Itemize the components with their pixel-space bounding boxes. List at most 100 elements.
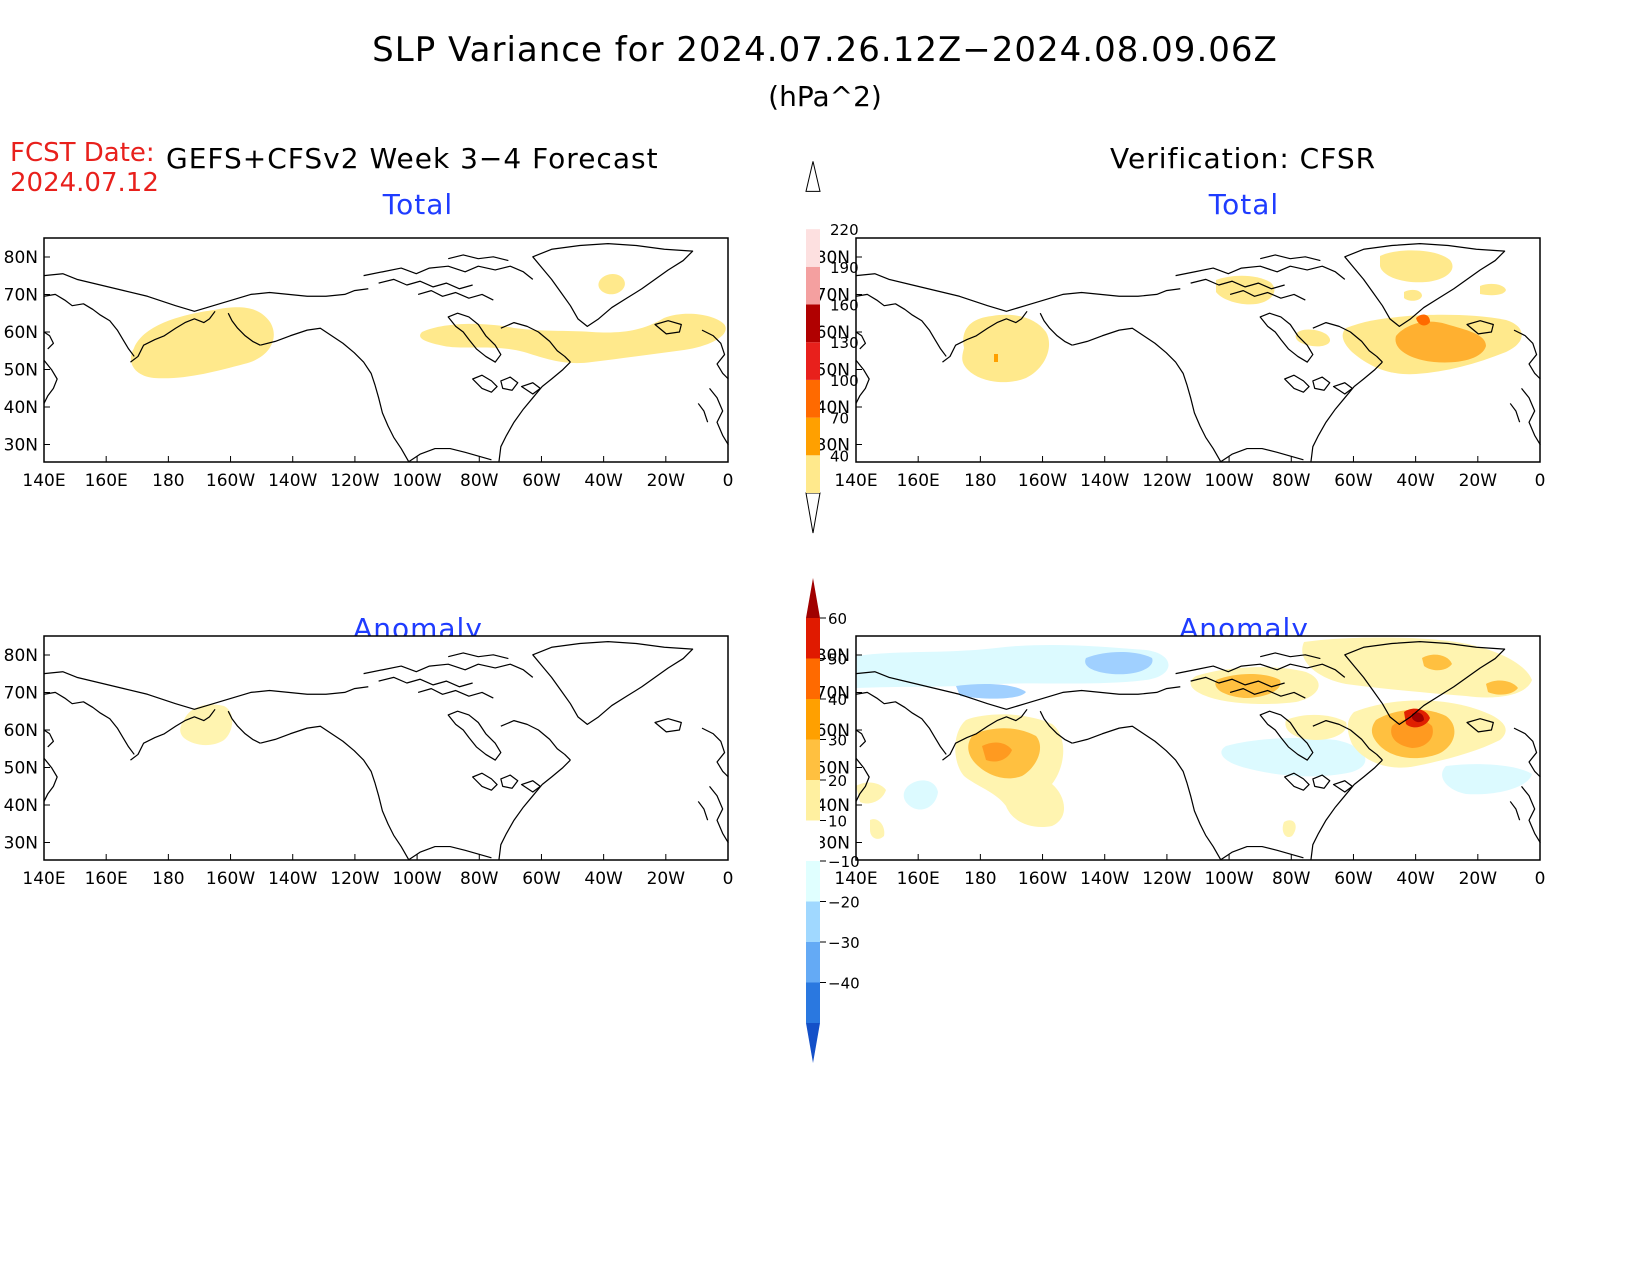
colorbar-swatch: [806, 901, 820, 942]
panel-frame: [43, 237, 729, 463]
shade-area: [856, 644, 1169, 688]
shade-area: [598, 274, 625, 295]
colorbar-label: −20: [828, 894, 860, 912]
shade-area: [1282, 820, 1296, 838]
colorbar-swatch: [806, 780, 820, 821]
panel-title-top-right: Total: [1208, 188, 1280, 221]
lon-tick-label: 160W: [206, 471, 255, 491]
colorbar-label: 70: [830, 410, 849, 428]
lon-tick-label: 160E: [897, 869, 940, 889]
colorbar-label: −30: [828, 934, 860, 952]
panel-frame: [855, 237, 1541, 463]
lon-tick-label: 140W: [268, 869, 317, 889]
lat-tick-label: 60N: [4, 323, 38, 343]
lon-tick-label: 0: [723, 869, 734, 889]
lat-tick-label: 70N: [4, 286, 38, 306]
panel-frame: [855, 635, 1541, 861]
lon-tick-label: 160E: [85, 869, 128, 889]
panel-bottom-right: [855, 635, 1541, 861]
figure-title: SLP Variance for 2024.07.26.12Z−2024.08.…: [372, 30, 1278, 70]
shade-area: [1216, 275, 1275, 305]
colorbar-label: 20: [828, 772, 847, 790]
fcst-date-value: 2024.07.12: [10, 168, 159, 198]
lon-tick-label: 140E: [22, 471, 65, 491]
colorbar-label: 220: [830, 221, 859, 239]
shade-area: [1085, 652, 1153, 675]
shade-area: [1221, 738, 1366, 777]
lon-tick-label: 40W: [1396, 471, 1435, 491]
fcst-date: FCST Date: 2024.07.12: [10, 138, 159, 198]
forecast-header: GEFS+CFSv2 Week 3−4 Forecast: [166, 142, 659, 175]
lon-tick-label: 120W: [1142, 471, 1191, 491]
fcst-date-label: FCST Date:: [10, 138, 155, 168]
shade-area: [956, 684, 1026, 699]
colorbar-swatch: [806, 455, 820, 493]
shade-area: [856, 782, 886, 804]
units-label: (hPa^2): [768, 80, 882, 113]
shade-area: [870, 819, 885, 839]
lon-tick-label: 180: [964, 869, 996, 889]
colorbar-swatch: [806, 229, 820, 267]
panel-bottom-left: [43, 635, 729, 861]
colorbar-label: 190: [830, 259, 859, 277]
colorbar-swatch: [806, 982, 820, 1023]
lat-tick-label: 50N: [816, 759, 850, 779]
lon-tick-label: 100W: [1204, 471, 1253, 491]
lat-tick-label: 80N: [816, 646, 850, 666]
lon-tick-label: 40W: [584, 869, 623, 889]
colorbar-label: 40: [828, 691, 847, 709]
shade-area: [1422, 654, 1452, 671]
lat-tick-label: 30N: [4, 436, 38, 456]
colorbar-swatch: [806, 342, 820, 380]
lon-tick-label: 20W: [647, 869, 686, 889]
shade-area: [1391, 718, 1433, 748]
colorbar-swatch: [806, 379, 820, 418]
shade-area: [1416, 314, 1430, 326]
lat-tick-label: 80N: [816, 248, 850, 268]
colorbar-end: [805, 492, 821, 534]
lon-tick-label: 20W: [1459, 869, 1498, 889]
lon-tick-label: 120W: [330, 471, 379, 491]
lat-tick-label: 30N: [4, 834, 38, 854]
panel-title-top-left: Total: [382, 188, 454, 221]
lat-tick-label: 60N: [816, 721, 850, 741]
colorbar-label: 50: [828, 651, 847, 669]
shade-area: [903, 780, 938, 810]
shade-area: [982, 742, 1012, 762]
lon-tick-label: 20W: [647, 471, 686, 491]
colorbar-swatch: [806, 942, 820, 983]
colorbar-label: 60: [828, 610, 847, 628]
colorbar-label: −10: [828, 853, 860, 871]
verification-header: Verification: CFSR: [1110, 142, 1377, 175]
lon-tick-label: 140W: [268, 471, 317, 491]
colorbar-swatch: [806, 820, 820, 861]
colorbar-label: 30: [828, 732, 847, 750]
shade-area: [130, 307, 274, 379]
lon-tick-label: 140E: [22, 869, 65, 889]
shade-area: [1380, 250, 1453, 283]
shade-area: [1395, 321, 1486, 363]
lon-tick-label: 140E: [834, 869, 877, 889]
lat-tick-label: 40N: [4, 398, 38, 418]
shade-area: [1442, 764, 1532, 795]
axis-labels: 80N 70N 60N 50N 40N 30N 140E 160E 180 160W 140W 120…: [4, 248, 1546, 889]
colorbar-label: 160: [830, 297, 859, 315]
lat-tick-label: 30N: [816, 436, 850, 456]
lon-tick-label: 120W: [1142, 869, 1191, 889]
shade-area: [420, 313, 726, 364]
colorbar-label: 40: [830, 447, 849, 465]
lon-tick-label: 100W: [392, 471, 441, 491]
lon-tick-label: 0: [1535, 471, 1546, 491]
shade-area: [1480, 283, 1506, 296]
lon-tick-label: 180: [152, 471, 184, 491]
lat-tick-label: 80N: [4, 248, 38, 268]
colorbar-swatch: [806, 191, 820, 230]
lat-tick-label: 50N: [816, 361, 850, 381]
panel-top-right: [855, 237, 1541, 463]
lon-tick-label: 60W: [1334, 471, 1373, 491]
lon-tick-label: 180: [152, 869, 184, 889]
shade-area: [994, 354, 998, 362]
lon-tick-label: 160W: [1018, 471, 1067, 491]
shade-area: [1404, 289, 1422, 301]
